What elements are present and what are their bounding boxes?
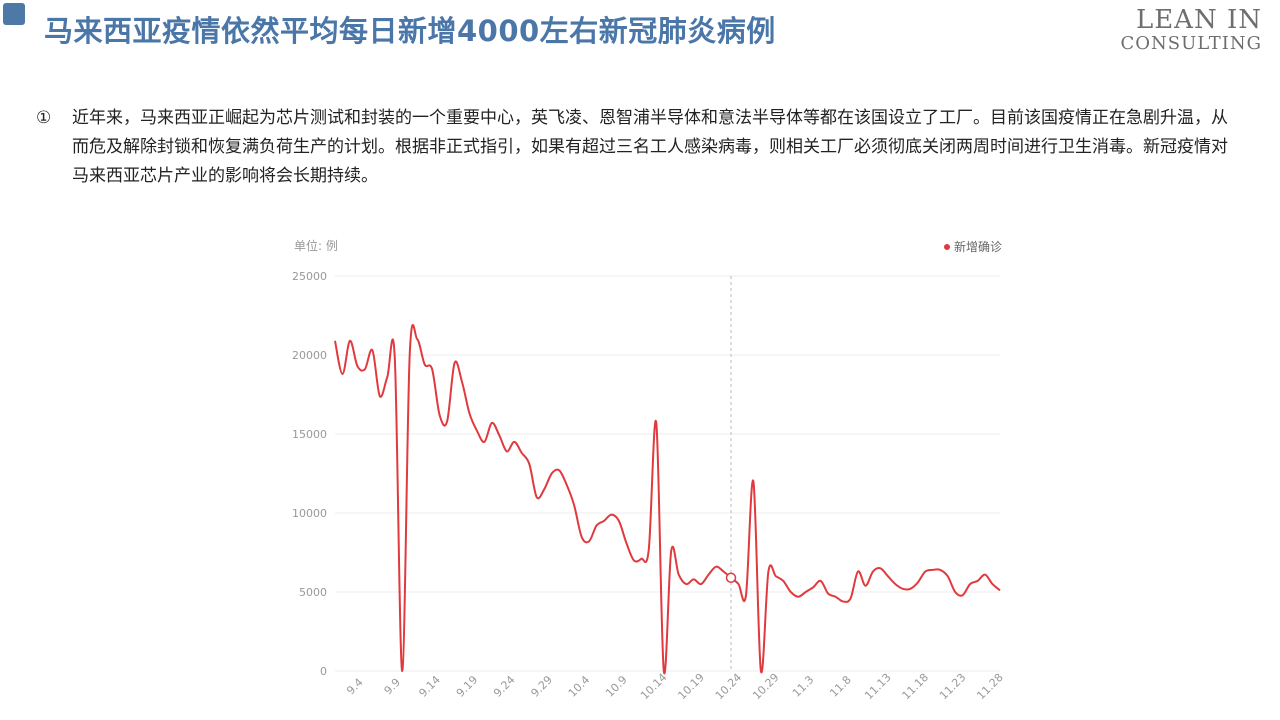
grid — [335, 275, 1000, 672]
x-tick-label: 9.19 — [454, 673, 481, 700]
y-tick-label: 20000 — [292, 349, 327, 362]
y-tick-label: 10000 — [292, 507, 327, 520]
x-tick-label: 9.4 — [344, 676, 366, 698]
y-tick-label: 0 — [320, 665, 327, 678]
x-tick-label: 10.14 — [638, 671, 669, 702]
line-chart: 单位: 例 新增确诊 25000 20000 15000 10000 5000 0 9.4… — [280, 230, 1020, 710]
x-tick-label: 9.14 — [416, 673, 443, 700]
y-tick-label: 25000 — [292, 270, 327, 283]
x-tick-label: 9.9 — [382, 676, 404, 698]
x-tick-label: 10.19 — [675, 671, 706, 702]
corner-decoration — [3, 3, 25, 25]
x-tick-label: 9.24 — [491, 673, 518, 700]
y-tick-label: 5000 — [299, 586, 327, 599]
legend-marker — [944, 244, 950, 250]
x-tick-label: 10.9 — [603, 673, 630, 700]
x-tick-label: 11.23 — [937, 671, 968, 702]
x-tick-label: 10.24 — [713, 671, 744, 702]
y-tick-label: 15000 — [292, 428, 327, 441]
x-tick-label: 11.8 — [827, 673, 854, 700]
legend-label: 新增确诊 — [954, 239, 1002, 254]
y-axis-ticks: 25000 20000 15000 10000 5000 0 — [292, 270, 327, 678]
bullet-marker: ① — [36, 108, 52, 128]
x-axis-ticks: 9.4 9.9 9.14 9.19 9.24 9.29 10.4 10.9 10.14 10.19… — [344, 671, 1006, 702]
x-tick-label: 10.4 — [566, 673, 593, 700]
x-tick-label: 9.29 — [528, 673, 555, 700]
logo-line-2: CONSULTING — [1120, 33, 1262, 54]
x-tick-label: 11.18 — [900, 671, 931, 702]
series-line-new-cases — [334, 324, 1001, 675]
x-tick-label: 11.13 — [862, 671, 893, 702]
x-tick-label: 10.29 — [750, 671, 781, 702]
company-logo: LEAN IN CONSULTING — [1120, 6, 1262, 54]
chart-svg: 单位: 例 新增确诊 25000 20000 15000 10000 5000 0 9.4… — [292, 238, 1006, 702]
x-tick-label: 11.28 — [974, 671, 1005, 702]
legend: 新增确诊 — [944, 239, 1002, 254]
unit-label: 单位: 例 — [294, 238, 338, 253]
logo-line-1: LEAN IN — [1135, 5, 1262, 35]
x-tick-label: 11.3 — [790, 673, 817, 700]
bullet-text: 近年来，马来西亚正崛起为芯片测试和封装的一个重要中心，英飞凌、恩智浦半导体和意法… — [72, 108, 1228, 186]
hover-data-point[interactable] — [725, 572, 737, 584]
page-title: 马来西亚疫情依然平均每日新增4000左右新冠肺炎病例 — [44, 14, 776, 48]
